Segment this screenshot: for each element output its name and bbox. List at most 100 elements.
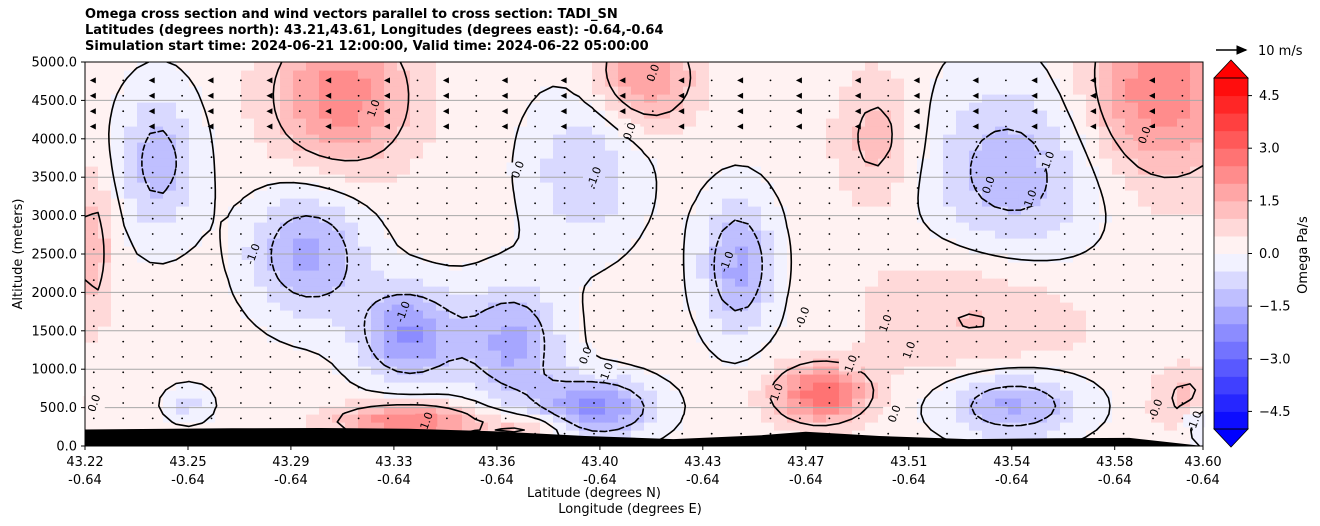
wind-vector bbox=[122, 217, 125, 220]
omega-field-cell bbox=[813, 310, 827, 319]
omega-field-cell bbox=[748, 222, 762, 231]
omega-field-cell bbox=[449, 78, 463, 87]
wind-vector bbox=[357, 386, 360, 389]
omega-field-cell bbox=[579, 70, 593, 79]
omega-field-cell bbox=[293, 278, 307, 287]
omega-field-cell bbox=[982, 246, 996, 255]
omega-field-cell bbox=[254, 190, 268, 199]
omega-field-cell bbox=[579, 238, 593, 247]
omega-field-cell bbox=[1164, 198, 1178, 207]
omega-field-cell bbox=[176, 262, 190, 271]
wind-vector bbox=[622, 141, 625, 143]
omega-field-cell bbox=[241, 358, 255, 367]
wind-vector bbox=[799, 202, 801, 205]
wind-vector bbox=[710, 156, 713, 159]
omega-field-cell bbox=[488, 142, 502, 151]
omega-field-cell bbox=[85, 94, 99, 103]
wind-vector bbox=[1005, 187, 1007, 189]
omega-field-cell bbox=[722, 198, 736, 207]
omega-field-cell bbox=[267, 230, 281, 239]
omega-field-cell bbox=[306, 294, 320, 303]
omega-field-cell bbox=[410, 318, 424, 327]
wind-vector bbox=[857, 202, 860, 205]
omega-field-cell bbox=[943, 142, 957, 151]
wind-vector bbox=[92, 202, 95, 205]
omega-field-cell bbox=[709, 294, 723, 303]
omega-field-cell bbox=[943, 254, 957, 263]
omega-field-cell bbox=[826, 382, 840, 391]
omega-field-cell bbox=[163, 78, 177, 87]
omega-field-cell bbox=[735, 398, 749, 407]
omega-field-cell bbox=[761, 102, 775, 111]
omega-field-cell bbox=[657, 222, 671, 231]
omega-field-cell bbox=[930, 190, 944, 199]
omega-field-cell bbox=[1164, 102, 1178, 111]
wind-vector bbox=[681, 294, 684, 297]
omega-field-cell bbox=[995, 350, 1009, 359]
wind-vector bbox=[475, 263, 478, 266]
omega-field-cell bbox=[1151, 86, 1165, 95]
omega-field-cell bbox=[1138, 198, 1152, 207]
omega-field-cell bbox=[696, 222, 710, 231]
omega-field-cell bbox=[891, 318, 905, 327]
wind-vector bbox=[416, 217, 419, 220]
omega-field-cell bbox=[1060, 110, 1074, 119]
wind-vector bbox=[593, 371, 595, 374]
omega-field-cell bbox=[1151, 158, 1165, 167]
omega-field-cell bbox=[865, 398, 879, 407]
omega-field-cell bbox=[930, 206, 944, 215]
omega-field-cell bbox=[683, 158, 697, 167]
omega-field-cell bbox=[605, 62, 619, 71]
wind-vector bbox=[563, 386, 566, 389]
wind-vector bbox=[328, 171, 331, 174]
omega-field-cell bbox=[163, 262, 177, 271]
omega-field-cell bbox=[176, 318, 190, 327]
omega-field-cell bbox=[618, 182, 632, 191]
omega-field-cell bbox=[1138, 406, 1152, 415]
omega-field-cell bbox=[540, 230, 554, 239]
omega-field-cell bbox=[475, 286, 489, 295]
omega-field-cell bbox=[826, 86, 840, 95]
omega-field-cell bbox=[956, 254, 970, 263]
omega-field-cell bbox=[722, 86, 736, 95]
wind-vector bbox=[357, 141, 360, 143]
omega-field-cell bbox=[137, 382, 151, 391]
omega-field-cell bbox=[891, 366, 905, 375]
omega-field-cell bbox=[1034, 198, 1048, 207]
omega-field-cell bbox=[514, 374, 528, 383]
wind-vector bbox=[563, 141, 566, 143]
wind-vector bbox=[240, 187, 242, 189]
wind-vector bbox=[298, 340, 301, 343]
omega-field-cell bbox=[605, 70, 619, 79]
omega-field-cell bbox=[150, 358, 164, 367]
omega-field-cell bbox=[618, 70, 632, 79]
omega-field-cell bbox=[696, 262, 710, 271]
omega-field-cell bbox=[787, 334, 801, 343]
omega-field-cell bbox=[839, 254, 853, 263]
wind-vector bbox=[1005, 432, 1007, 435]
omega-field-cell bbox=[215, 110, 229, 119]
omega-field-cell bbox=[410, 310, 424, 319]
omega-field-cell bbox=[657, 110, 671, 119]
omega-field-cell bbox=[995, 70, 1009, 79]
omega-field-cell bbox=[384, 94, 398, 103]
omega-field-cell bbox=[397, 414, 411, 423]
wind-vector bbox=[475, 402, 478, 404]
omega-field-cell bbox=[436, 174, 450, 183]
omega-field-cell bbox=[410, 110, 424, 119]
omega-field-cell bbox=[1138, 310, 1152, 319]
omega-field-cell bbox=[189, 342, 203, 351]
omega-field-cell bbox=[917, 422, 931, 431]
omega-field-cell bbox=[241, 238, 255, 247]
omega-field-cell bbox=[1138, 118, 1152, 127]
omega-field-cell bbox=[891, 262, 905, 271]
omega-field-cell bbox=[332, 238, 346, 247]
omega-field-cell bbox=[592, 318, 606, 327]
omega-field-cell bbox=[1008, 318, 1022, 327]
omega-field-cell bbox=[579, 206, 593, 215]
omega-field-cell bbox=[423, 294, 437, 303]
omega-field-cell bbox=[228, 366, 242, 375]
omega-field-cell bbox=[787, 422, 801, 431]
wind-vector bbox=[563, 325, 566, 328]
omega-field-cell bbox=[1073, 262, 1087, 271]
